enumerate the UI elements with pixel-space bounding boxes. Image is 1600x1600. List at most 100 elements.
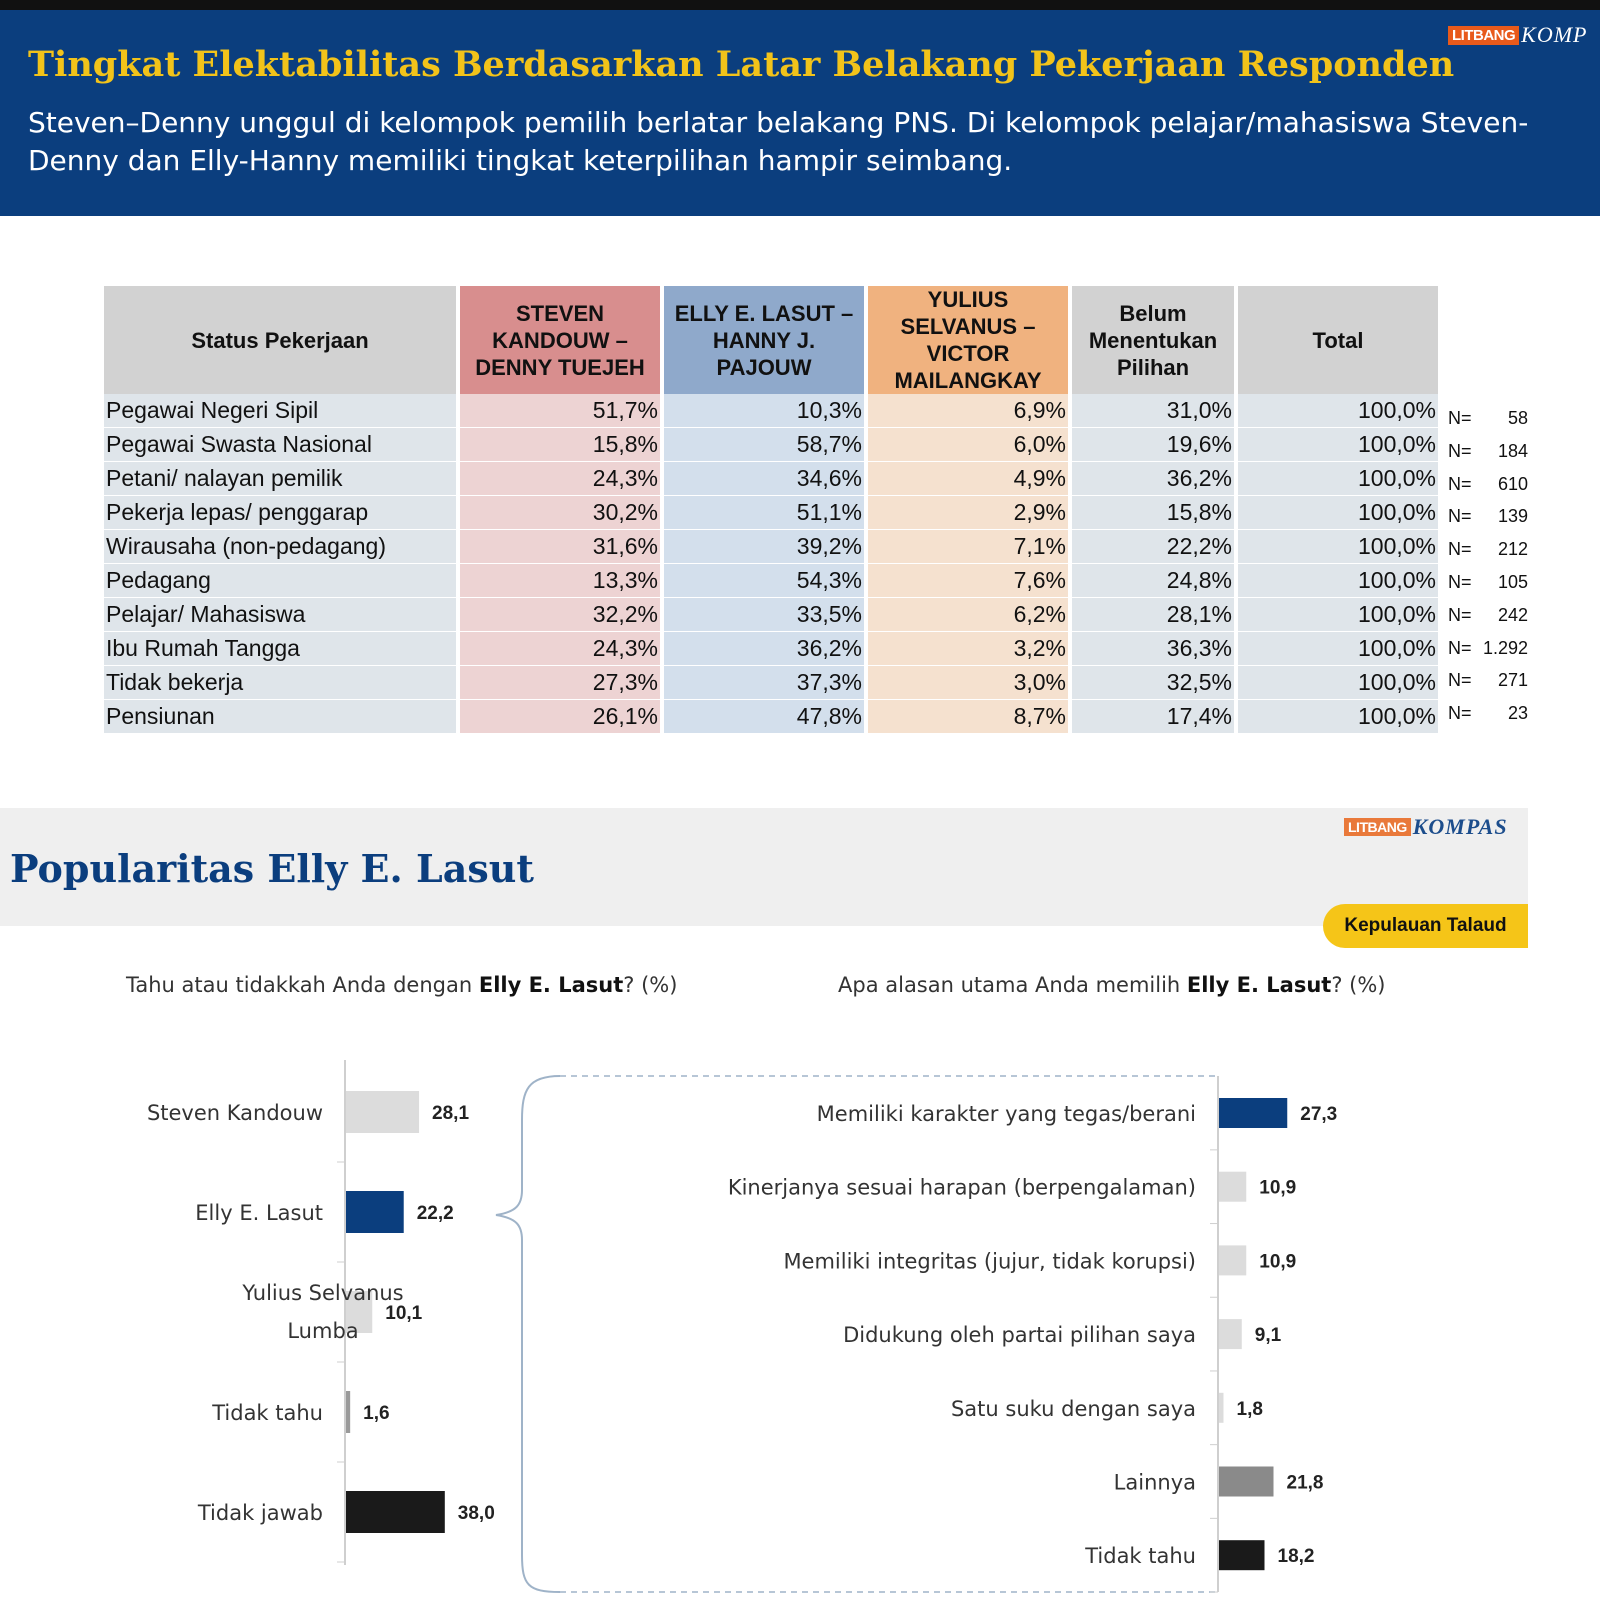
chart-value-label: 1,8 (1237, 1399, 1263, 1420)
sample-size-value: 212 (1497, 539, 1528, 560)
table-header-row: Status Pekerjaan STEVEN KANDOUW – DENNY … (104, 286, 1438, 394)
cell-value: 100,0% (1238, 496, 1438, 530)
question-right-bold: Elly E. Lasut (1186, 973, 1332, 997)
sample-size-label: N= (1448, 506, 1472, 527)
row-label: Pedagang (104, 564, 456, 598)
cell-value: 100,0% (1238, 530, 1438, 564)
connector-brace (495, 1075, 561, 1593)
table-row: Pekerja lepas/ penggarap 30,2% 51,1% 2,9% 15… (104, 496, 1438, 530)
cell-value: 7,1% (868, 530, 1068, 564)
chart-value-label: 27,3 (1300, 1104, 1337, 1125)
cell-value: 58,7% (664, 428, 864, 462)
chart-bar (346, 1491, 445, 1533)
col-header-undecided: Belum Menentukan Pilihan (1072, 286, 1234, 394)
top-border (0, 0, 1600, 10)
table-row: Pegawai Negeri Sipil 51,7% 10,3% 6,9% 31,0% 1… (104, 394, 1438, 428)
chart-bar (1219, 1319, 1242, 1350)
cell-value: 32,2% (460, 598, 660, 632)
chart-value-label: 38,0 (458, 1503, 495, 1524)
cell-value: 32,5% (1072, 666, 1234, 700)
chart-category-label: Steven Kandouw (147, 1101, 323, 1125)
logo-kompas-text: KOMP (1521, 22, 1588, 47)
question-right-pre: Apa alasan utama Anda memilih (838, 973, 1187, 997)
sample-size-label: N= (1448, 703, 1472, 724)
col-header-total: Total (1238, 286, 1438, 394)
chart-category-label: Memiliki karakter yang tegas/berani (817, 1102, 1196, 1126)
page-subtitle: Steven–Denny unggul di kelompok pemilih … (28, 106, 1529, 177)
cell-value: 24,3% (460, 462, 660, 496)
cell-value: 13,3% (460, 564, 660, 598)
chart-category-label: Elly E. Lasut (195, 1201, 323, 1225)
cell-value: 37,3% (664, 666, 864, 700)
chart-bar (346, 1291, 373, 1333)
cell-value: 7,6% (868, 564, 1068, 598)
chart-category-label-line: Yulius Selvanus (241, 1281, 403, 1305)
chart-value-label: 10,9 (1259, 1251, 1296, 1272)
region-badge: Kepulauan Talaud (1323, 904, 1528, 948)
popularity-section-header (0, 808, 1528, 926)
cell-value: 36,3% (1072, 632, 1234, 666)
chart-category-label: Tidak tahu (1084, 1544, 1196, 1568)
table-row: Pelajar/ Mahasiswa 32,2% 33,5% 6,2% 28,1% 100… (104, 598, 1438, 632)
row-label: Petani/ nalayan pemilik (104, 462, 456, 496)
cell-value: 31,0% (1072, 394, 1234, 428)
cell-value: 36,2% (664, 632, 864, 666)
sample-size-value: 610 (1497, 473, 1528, 494)
cell-value: 34,6% (664, 462, 864, 496)
chart-bar (1219, 1540, 1265, 1571)
cell-value: 33,5% (664, 598, 864, 632)
cell-value: 100,0% (1238, 462, 1438, 496)
chart-bar (346, 1091, 420, 1133)
chart-bar (346, 1191, 404, 1233)
cell-value: 8,7% (868, 700, 1068, 734)
cell-value: 22,2% (1072, 530, 1234, 564)
cell-value: 17,4% (1072, 700, 1234, 734)
question-left-bold: Elly E. Lasut (478, 973, 624, 997)
table-row: Petani/ nalayan pemilik 24,3% 34,6% 4,9% 36,… (104, 462, 1438, 496)
question-left-pre: Tahu atau tidakkah Anda dengan (126, 973, 479, 997)
question-left: Tahu atau tidakkah Anda dengan Elly E. L… (126, 973, 677, 997)
cell-value: 39,2% (664, 530, 864, 564)
row-label: Pensiunan (104, 700, 456, 734)
cell-value: 19,6% (1072, 428, 1234, 462)
cell-value: 100,0% (1238, 564, 1438, 598)
row-label: Pelajar/ Mahasiswa (104, 598, 456, 632)
sample-size-value: 139 (1497, 506, 1528, 527)
cell-value: 54,3% (664, 564, 864, 598)
table-row: Pegawai Swasta Nasional 15,8% 58,7% 6,0% 19,… (104, 428, 1438, 462)
logo-litbang-text: LITBANG (1448, 25, 1520, 45)
chart-category-label: Tidak jawab (197, 1501, 323, 1525)
litbang-kompas-logo-top: LITBANG KOMP (1448, 22, 1588, 48)
sample-size-value: 271 (1497, 670, 1528, 691)
electability-table: Status Pekerjaan STEVEN KANDOUW – DENNY … (100, 286, 1442, 734)
cell-value: 6,9% (868, 394, 1068, 428)
sample-size-value: 105 (1497, 572, 1528, 592)
chart-category-label: Kinerjanya sesuai harapan (berpengalaman… (728, 1176, 1196, 1200)
chart-category-label-line: Lumba (287, 1319, 358, 1343)
cell-value: 30,2% (460, 496, 660, 530)
popularity-title: Popularitas Elly E. Lasut (10, 846, 534, 891)
chart-value-label: 10,1 (385, 1303, 422, 1324)
cell-value: 100,0% (1238, 394, 1438, 428)
table-row: Pedagang 13,3% 54,3% 7,6% 24,8% 100,0% (104, 564, 1438, 598)
cell-value: 51,1% (664, 496, 864, 530)
chart-category-label: Tidak tahu (211, 1401, 323, 1425)
cell-value: 15,8% (1072, 496, 1234, 530)
cell-value: 100,0% (1238, 428, 1438, 462)
sample-size-value: 23 (1507, 703, 1528, 724)
cell-value: 26,1% (460, 700, 660, 734)
sample-size-label: N= (1448, 670, 1472, 691)
chart-value-label: 10,9 (1259, 1178, 1296, 1199)
cell-value: 3,0% (868, 666, 1068, 700)
chart-value-label: 18,2 (1278, 1546, 1315, 1567)
col-header-steven: STEVEN KANDOUW – DENNY TUEJEH (460, 286, 660, 394)
chart-bar (346, 1391, 351, 1433)
cell-value: 28,1% (1072, 598, 1234, 632)
sample-size-label: N= (1448, 440, 1472, 461)
sample-size-label: N= (1448, 572, 1472, 592)
chart-bar (1219, 1245, 1247, 1276)
cell-value: 6,2% (868, 598, 1068, 632)
row-label: Ibu Rumah Tangga (104, 632, 456, 666)
sample-size-value: 58 (1507, 408, 1528, 428)
cell-value: 24,8% (1072, 564, 1234, 598)
